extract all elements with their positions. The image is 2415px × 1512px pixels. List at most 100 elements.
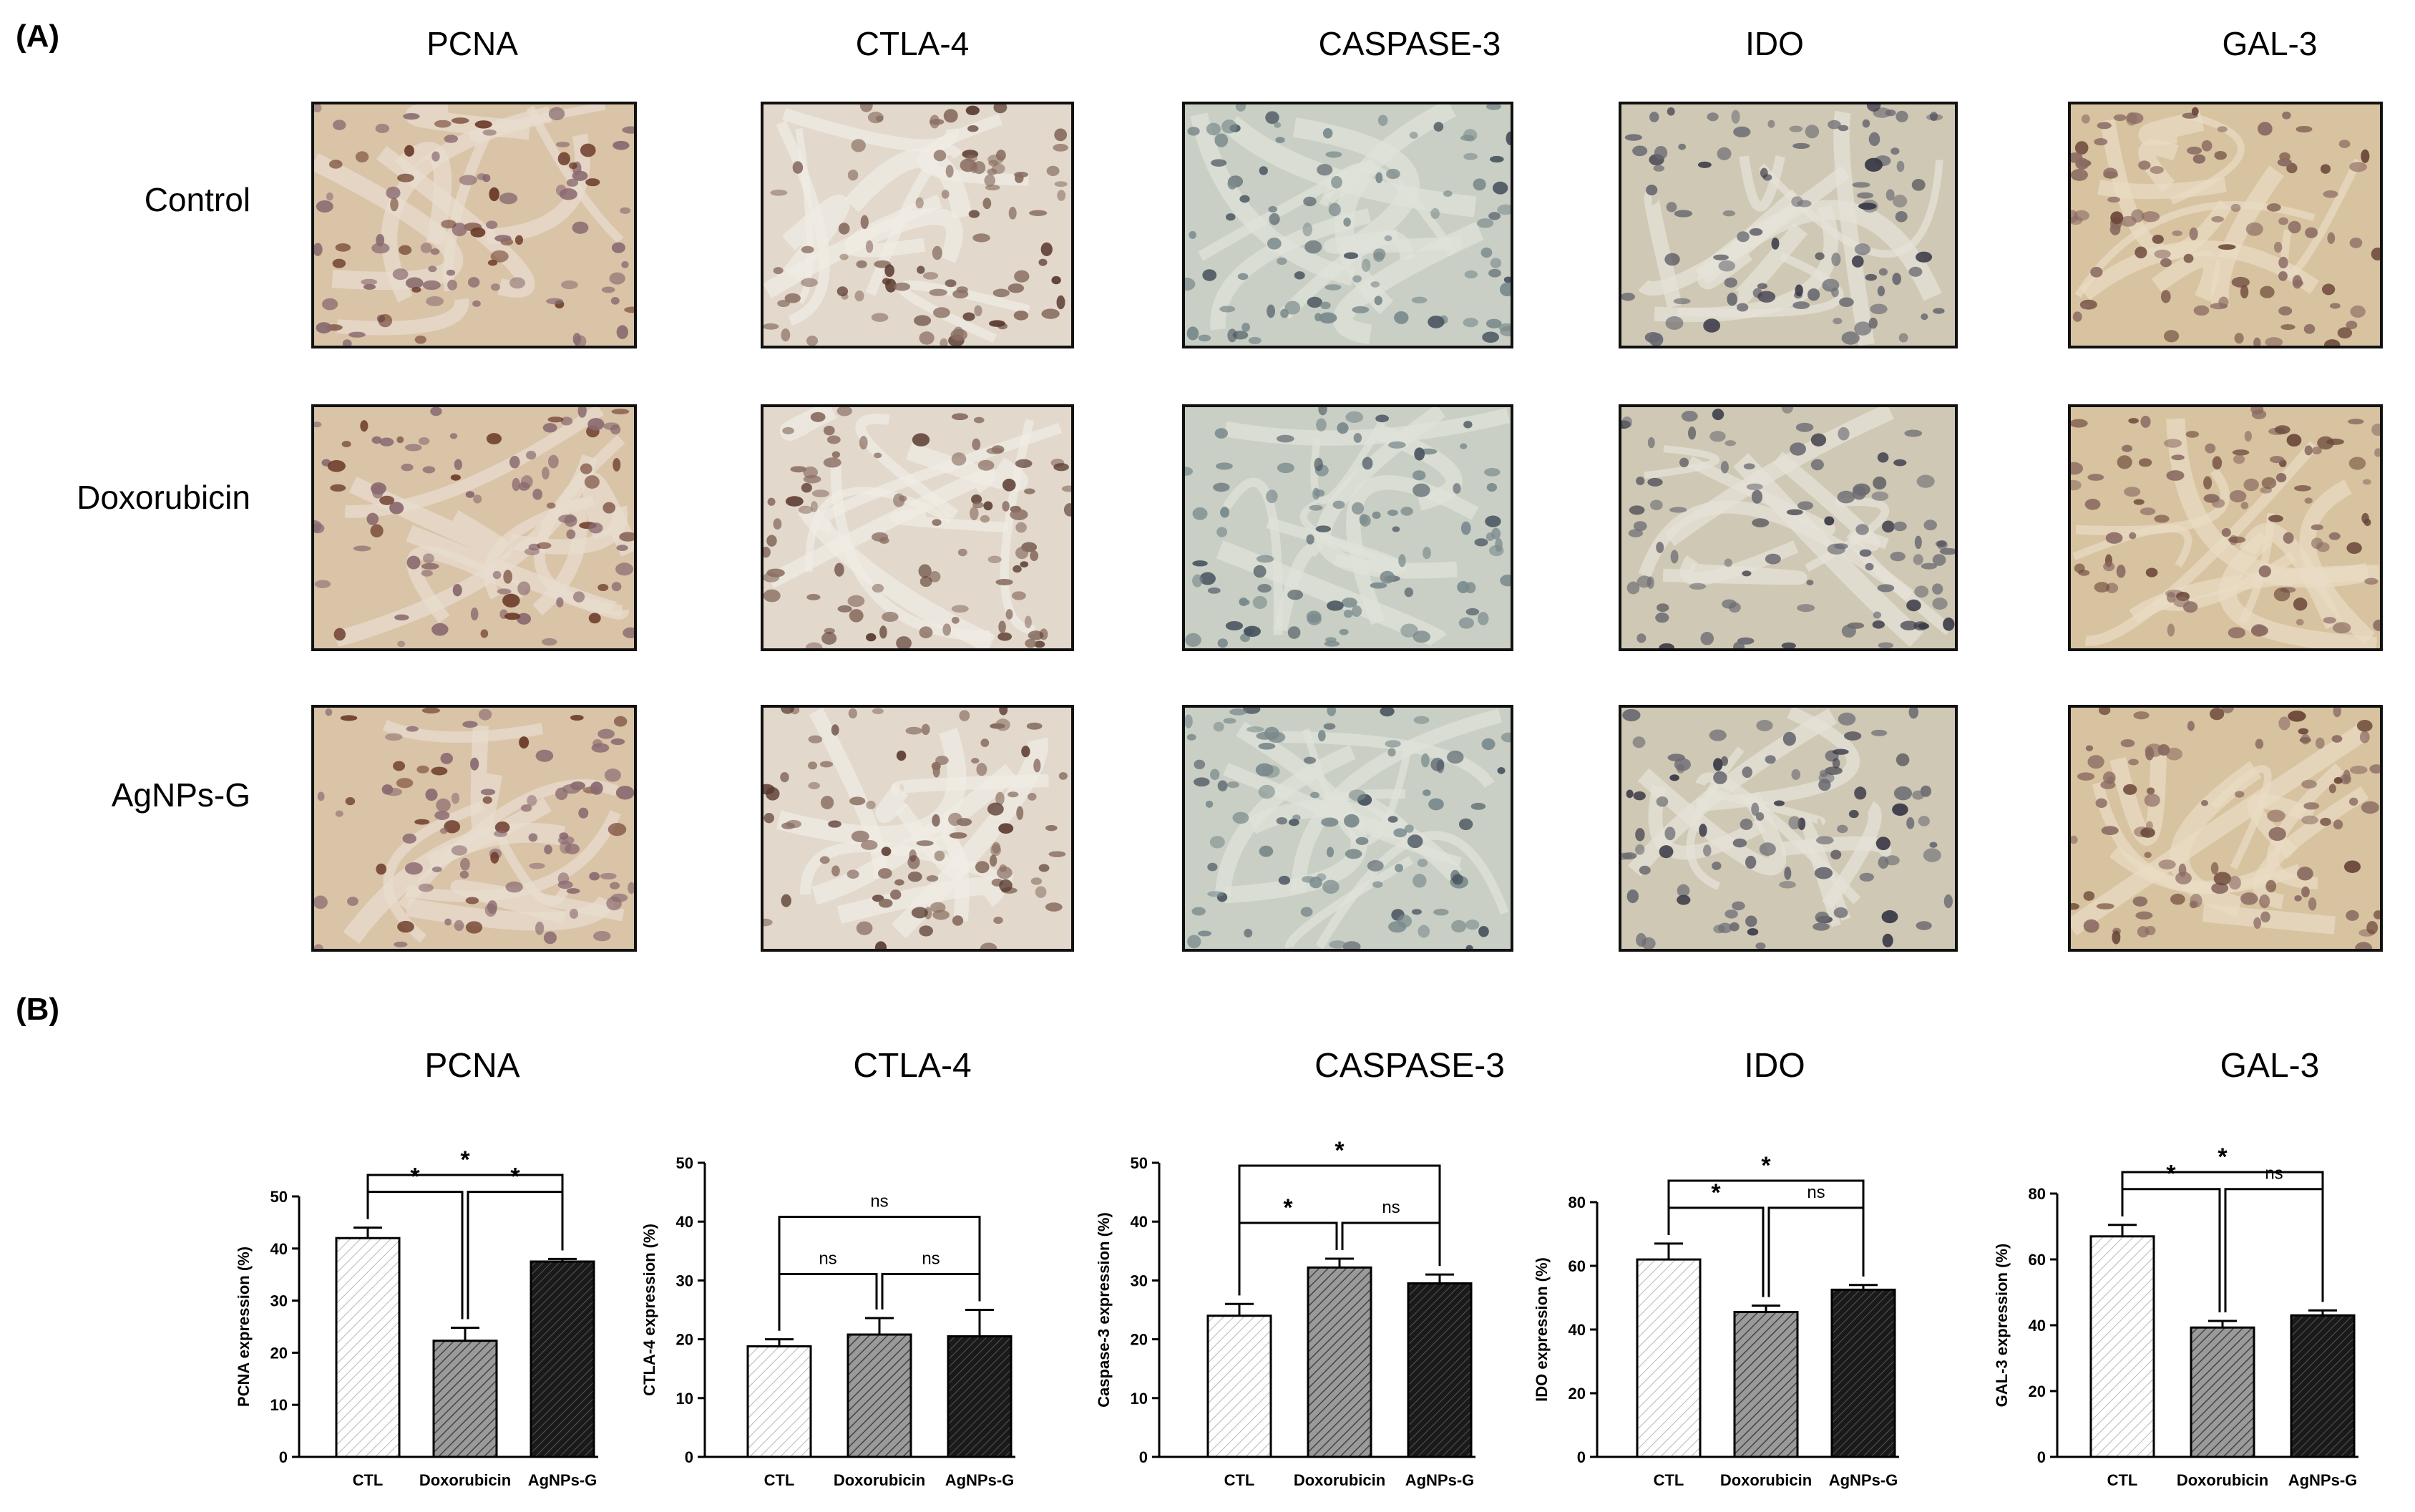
y-tick-label: 0 <box>1139 1448 1148 1466</box>
x-tick-label: CTL <box>2107 1471 2138 1489</box>
y-tick-label: 60 <box>2029 1251 2046 1269</box>
significance-bracket <box>2224 1188 2324 1313</box>
significance-label: * <box>1283 1194 1293 1221</box>
y-tick-label: 20 <box>1131 1331 1148 1349</box>
panel-b-label: (B) <box>16 992 60 1027</box>
y-tick-label: 0 <box>685 1448 693 1466</box>
micrograph-caspase-3-doxorubicin <box>1182 404 1513 651</box>
y-tick-label: 10 <box>676 1390 693 1408</box>
significance-label: * <box>410 1164 420 1191</box>
x-tick-label: Doxorubicin <box>1720 1471 1812 1489</box>
bar-doxorubicin <box>432 1340 498 1458</box>
row-label-agnps-g: AgNPs-G <box>111 776 250 814</box>
y-tick-label: 40 <box>676 1213 693 1231</box>
significance-bracket <box>778 1273 878 1331</box>
y-tick-label: 40 <box>1131 1213 1148 1231</box>
micrograph-gal-3-agnps-g <box>2068 705 2383 952</box>
micrograph-gal-3-control <box>2068 102 2383 348</box>
x-tick-label: Doxorubicin <box>2177 1471 2268 1489</box>
column-header-caspase-3: CASPASE-3 <box>1318 25 1501 62</box>
chart-title-gal-3: GAL-3 <box>2220 1047 2320 1085</box>
micrograph-gal-3-doxorubicin <box>2068 404 2383 651</box>
significance-label: ns <box>922 1249 940 1269</box>
x-tick-label: AgNPs-G <box>1829 1471 1898 1489</box>
bar-agnps-g <box>947 1335 1013 1458</box>
y-tick-label: 50 <box>676 1154 693 1172</box>
x-tick-label: AgNPs-G <box>528 1471 597 1489</box>
y-axis-label: Caspase-3 expression (%) <box>1095 1212 1113 1408</box>
significance-bracket <box>2121 1171 2324 1302</box>
y-tick-label: 80 <box>2029 1185 2046 1203</box>
significance-label: * <box>1711 1179 1721 1206</box>
significance-bracket <box>1767 1206 1865 1297</box>
y-tick-label: 80 <box>1568 1194 1586 1211</box>
y-tick-label: 20 <box>2029 1382 2046 1400</box>
y-tick-label: 20 <box>270 1344 288 1362</box>
significance-bracket <box>1238 1164 1441 1296</box>
significance-bracket <box>881 1273 981 1310</box>
y-axis-label: GAL-3 expression (%) <box>1993 1244 2011 1408</box>
bar-agnps-g <box>1407 1282 1473 1458</box>
bar-agnps-g <box>1830 1288 1896 1458</box>
y-axis-label: IDO expression (%) <box>1533 1257 1551 1402</box>
micrograph-ido-agnps-g <box>1619 705 1958 952</box>
y-tick-label: 40 <box>2029 1317 2046 1335</box>
x-tick-label: AgNPs-G <box>945 1471 1015 1489</box>
significance-label: ns <box>819 1249 836 1269</box>
bar-agnps-g <box>2290 1314 2356 1458</box>
significance-label: ns <box>1382 1198 1400 1217</box>
bar-ctl <box>1636 1258 1702 1458</box>
significance-label: * <box>460 1146 470 1174</box>
significance-bracket <box>366 1174 564 1251</box>
y-tick-label: 40 <box>270 1240 288 1258</box>
y-tick-label: 40 <box>1568 1321 1586 1339</box>
column-header-ido: IDO <box>1745 25 1804 62</box>
y-tick-label: 0 <box>1577 1448 1586 1466</box>
y-tick-label: 20 <box>1568 1385 1586 1403</box>
significance-label: * <box>1335 1137 1345 1164</box>
chart-gal-3: 0 20 40 60 80 GAL-3 expression (%) CTL Doxorubi… <box>1993 1143 2358 1489</box>
bar-ctl <box>1206 1315 1272 1458</box>
bar-ctl <box>335 1237 401 1458</box>
x-tick-label: Doxorubicin <box>1294 1471 1385 1489</box>
significance-bracket <box>1667 1179 1865 1277</box>
y-tick-label: 0 <box>279 1448 288 1466</box>
y-tick-label: 20 <box>676 1331 693 1349</box>
chart-ido: 0 20 40 60 80 IDO expression (%) CTL Doxorubici… <box>1533 1152 1899 1489</box>
micrograph-pcna-agnps-g <box>311 705 637 952</box>
chart-caspase-3: 0 10 20 30 40 50 Caspase-3 expression (%) CTL Do… <box>1095 1137 1475 1489</box>
significance-label: * <box>510 1164 520 1191</box>
y-tick-label: 30 <box>676 1272 693 1289</box>
significance-label: ns <box>1807 1183 1825 1202</box>
significance-label: ns <box>2265 1164 2283 1184</box>
column-header-gal-3: GAL-3 <box>2222 25 2318 62</box>
y-tick-label: 50 <box>1131 1154 1148 1172</box>
significance-label: * <box>2166 1161 2176 1188</box>
row-label-control: Control <box>144 181 250 218</box>
x-tick-label: CTL <box>353 1471 384 1489</box>
micrograph-pcna-control <box>311 102 637 348</box>
row-label-doxorubicin: Doxorubicin <box>77 479 250 516</box>
chart-title-pcna: PCNA <box>424 1047 520 1085</box>
significance-bracket <box>1341 1221 1441 1267</box>
panel-a-label: (A) <box>16 19 60 54</box>
micrograph-ctla-4-control <box>761 102 1074 348</box>
x-tick-label: AgNPs-G <box>2288 1471 2358 1489</box>
significance-label: * <box>2218 1143 2228 1171</box>
micrograph-ctla-4-agnps-g <box>761 705 1074 952</box>
micrograph-ido-control <box>1619 102 1958 348</box>
y-tick-label: 10 <box>1131 1390 1148 1408</box>
y-tick-label: 30 <box>270 1292 288 1310</box>
significance-label: ns <box>870 1192 888 1211</box>
micrograph-caspase-3-control <box>1182 102 1513 348</box>
chart-pcna: 0 10 20 30 40 50 PCNA expression (%) CTL Doxorub… <box>235 1146 598 1489</box>
chart-title-caspase-3: CASPASE-3 <box>1314 1047 1505 1085</box>
x-tick-label: CTL <box>1224 1471 1255 1489</box>
x-tick-label: CTL <box>764 1471 795 1489</box>
chart-ctla-4: 0 10 20 30 40 50 CTLA-4 expression (%) CTL Doxor… <box>640 1154 1015 1489</box>
x-tick-label: Doxorubicin <box>834 1471 925 1489</box>
bar-doxorubicin <box>1307 1266 1372 1458</box>
significance-bracket <box>778 1216 981 1331</box>
y-tick-label: 50 <box>270 1188 288 1206</box>
